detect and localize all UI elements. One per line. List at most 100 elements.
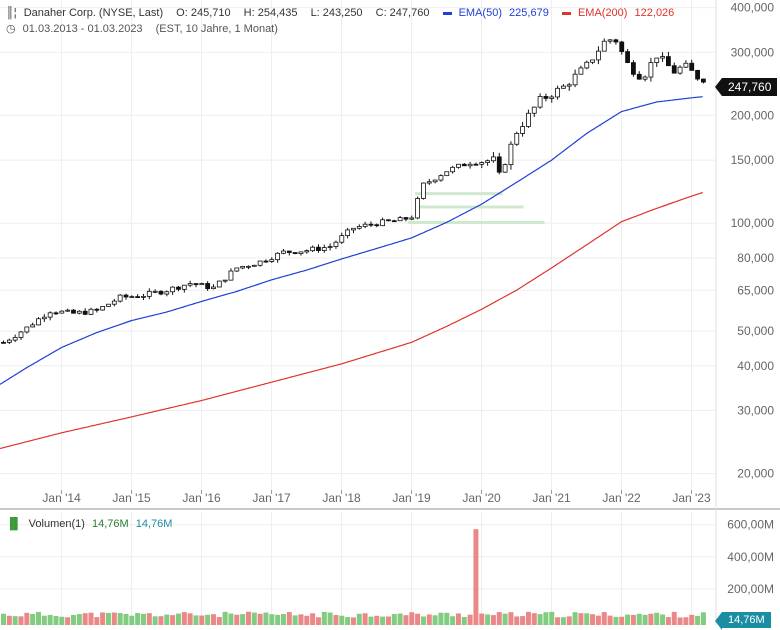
candle-body <box>304 250 310 253</box>
volume-bar <box>601 612 607 625</box>
candle-body <box>374 224 380 227</box>
candle-body <box>187 283 193 286</box>
price-tick-label: 100,000 <box>731 216 775 230</box>
volume-bar <box>613 616 619 625</box>
volume-bar <box>146 613 152 625</box>
candle-body <box>246 265 251 268</box>
candle-body <box>537 96 543 108</box>
volume-bar <box>105 612 111 625</box>
candle-body <box>496 156 502 173</box>
candle-body <box>123 294 129 298</box>
price-tick-label: 40,000 <box>737 359 774 373</box>
volume-bar <box>356 613 362 625</box>
volume-bar <box>490 615 496 625</box>
candle-body <box>327 246 333 248</box>
volume-bar <box>269 614 275 625</box>
ema50-label: EMA(50) <box>458 7 502 19</box>
candle-body <box>240 266 246 269</box>
volume-bar <box>140 613 146 625</box>
candle-body <box>566 84 572 87</box>
candle-body <box>397 217 403 222</box>
volume-label: Volumen(1) <box>28 518 85 530</box>
candle-body <box>368 223 374 226</box>
volume-bar <box>216 617 222 625</box>
volume-bar <box>660 614 666 625</box>
candle-body <box>485 160 490 163</box>
volume-bar <box>199 615 205 625</box>
candle-body <box>514 133 520 145</box>
volume-bar <box>321 611 327 625</box>
candle-body <box>356 226 362 229</box>
candle-body <box>508 143 514 166</box>
candle-body <box>636 73 642 80</box>
volume-bar <box>455 613 461 625</box>
volume-bar <box>310 613 316 625</box>
price-tick-label: 80,000 <box>737 251 774 265</box>
candle-body <box>607 39 613 42</box>
candle-body <box>619 41 625 52</box>
ema200-swatch <box>561 11 571 15</box>
candle-body <box>257 260 263 266</box>
ema200-value: 122,026 <box>634 7 675 19</box>
candle-body <box>549 96 555 99</box>
volume-bar <box>35 611 41 625</box>
candle-body <box>176 286 181 290</box>
candle-body <box>683 62 689 68</box>
candle-body <box>625 51 630 64</box>
time-tick-label: Jan '14 <box>42 491 81 505</box>
candle-body <box>199 283 205 286</box>
volume-value-1: 14,76M <box>91 518 129 530</box>
range-note: (EST, 10 Jahre, 1 Monat) <box>155 23 278 35</box>
candle-body <box>30 324 36 328</box>
candle-body <box>450 166 456 173</box>
candle-body <box>590 59 595 63</box>
candle-body <box>94 308 100 311</box>
ema50-swatch <box>442 11 452 15</box>
candle-body <box>421 182 426 199</box>
candle-body <box>561 85 566 89</box>
candle-body <box>193 283 199 286</box>
candle-body <box>298 251 304 254</box>
candle-body <box>152 290 158 293</box>
volume-bar <box>374 615 380 625</box>
volume-bar <box>572 612 578 625</box>
volume-bar <box>380 616 386 625</box>
volume-bar <box>560 617 566 625</box>
candle-body <box>386 219 391 222</box>
candle-body <box>146 290 152 297</box>
candle-body <box>1 341 6 344</box>
volume-bar <box>280 614 286 625</box>
candle-body <box>689 62 695 71</box>
candle-body <box>59 310 65 314</box>
time-tick-label: Jan '16 <box>182 491 221 505</box>
candle-body <box>100 306 106 311</box>
volume-bar <box>59 616 65 625</box>
volume-bar <box>70 614 76 625</box>
candle-body <box>164 291 170 295</box>
candle-body <box>701 78 706 83</box>
candle-body <box>613 39 619 43</box>
volume-bar <box>164 614 170 625</box>
candle-body <box>491 156 496 162</box>
volume-bar <box>158 616 164 625</box>
volume-bars-icon: ▐▌ <box>6 518 22 530</box>
volume-bar <box>234 614 240 625</box>
candle-body <box>461 163 467 167</box>
candle-body <box>71 309 76 314</box>
chart-title: Danaher Corp. (NYSE, Last) <box>23 7 164 19</box>
volume-bar <box>94 617 100 625</box>
time-tick-label: Jan '22 <box>602 491 641 505</box>
candle-body <box>281 250 286 254</box>
volume-bar <box>350 617 356 625</box>
volume-bar <box>135 613 141 625</box>
price-tick-label: 30,000 <box>737 404 774 418</box>
candle-body <box>654 57 660 63</box>
volume-bar <box>409 612 415 625</box>
candle-body <box>222 279 228 282</box>
volume-bar <box>654 612 660 625</box>
volume-bar <box>292 615 298 625</box>
volume-bar <box>677 617 683 625</box>
close-value: C: 247,760 <box>375 7 430 19</box>
candle-body <box>47 312 53 318</box>
